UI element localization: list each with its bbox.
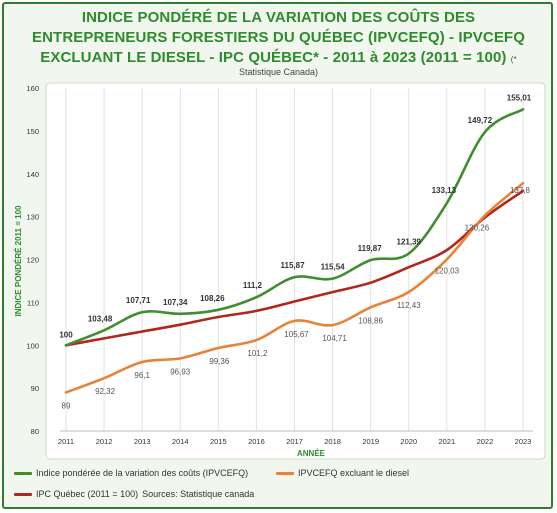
legend-item-excl-diesel: IPVCEFQ excluant le diesel [276, 468, 409, 478]
data-label-excl-diesel: 99,36 [209, 357, 230, 366]
data-label-ipvcefq: 149,72 [468, 116, 493, 125]
data-label-ipvcefq: 115,87 [280, 261, 305, 270]
x-tick-label: 2021 [438, 437, 455, 446]
y-axis: 80 90 100 110 120 130 140 150 160 [26, 84, 39, 436]
data-label-excl-diesel: 108,86 [358, 316, 383, 325]
x-tick-label: 2020 [400, 437, 417, 446]
y-tick-label: 120 [26, 256, 39, 265]
data-label-excl-diesel: 130,26 [465, 224, 490, 233]
y-tick-label: 130 [26, 213, 39, 222]
data-label-ipvcefq: 100 [59, 330, 73, 339]
series-line-excl-diesel [64, 181, 525, 394]
data-label-ipvcefq: 107,71 [126, 296, 151, 305]
x-tick-label: 2023 [515, 437, 532, 446]
chart-title-text: INDICE PONDÉRÉ DE LA VARIATION DES COÛTS… [32, 9, 525, 66]
chart-title: INDICE PONDÉRÉ DE LA VARIATION DES COÛTS… [20, 8, 537, 70]
data-label-excl-diesel: 105,67 [284, 330, 309, 339]
x-tick-label: 2016 [248, 437, 265, 446]
x-tick-label: 2017 [286, 437, 303, 446]
data-label-ipvcefq: 108,26 [200, 294, 225, 303]
y-tick-label: 90 [31, 384, 39, 393]
x-axis-label: ANNÉE [297, 449, 326, 458]
data-label-ipvcefq: 133,13 [432, 186, 457, 195]
data-label-ipvcefq: 121,39 [397, 238, 422, 247]
legend-item-ipvcefq: Indice pondérée de la variation des coût… [14, 468, 248, 478]
data-label-excl-diesel: 112,43 [397, 301, 421, 310]
legend-swatch-orange [276, 471, 294, 475]
y-tick-label: 100 [26, 341, 39, 350]
data-label-ipvcefq: 115,54 [321, 263, 346, 272]
data-label-excl-diesel: 89 [62, 401, 71, 410]
x-tick-label: 2013 [134, 437, 151, 446]
y-tick-label: 80 [31, 427, 39, 436]
y-tick-label: 150 [26, 127, 39, 136]
x-tick-label: 2018 [324, 437, 341, 446]
legend-label: IPVCEFQ excluant le diesel [298, 468, 410, 478]
chart-title-note: (* [510, 55, 517, 64]
series-line-ipc [64, 189, 525, 347]
series-lines [64, 108, 525, 394]
data-label-excl-diesel: 96,1 [134, 371, 150, 380]
data-labels: 100 103,48 107,71 107,34 108,26 111,2 115,87 11… [59, 93, 531, 410]
y-tick-label: 140 [26, 170, 39, 179]
data-label-excl-diesel: 96,93 [170, 367, 191, 376]
series-line-ipvcefq [64, 108, 525, 347]
y-tick-label: 110 [27, 298, 39, 307]
data-label-excl-diesel: 104,71 [322, 334, 347, 343]
source-note: Sources: Statistique canada [142, 489, 255, 499]
legend-swatch-red [14, 492, 32, 496]
data-label-ipvcefq: 107,34 [163, 298, 188, 307]
data-label-ipvcefq: 155,01 [507, 93, 532, 102]
data-label-excl-diesel: 137,8 [510, 186, 531, 195]
x-tick-label: 2012 [96, 437, 113, 446]
data-label-ipvcefq: 119,87 [358, 244, 383, 253]
legend-item-ipc: IPC Québec (2011 = 100) Sources: Statist… [14, 489, 254, 499]
data-label-excl-diesel: 120,03 [435, 266, 460, 275]
grid-lines [65, 88, 524, 431]
x-axis: 2011 2012 2013 2014 2015 2016 2017 2018 2019 2020… [58, 430, 533, 446]
x-tick-label: 2015 [210, 437, 227, 446]
x-tick-label: 2011 [58, 437, 74, 446]
data-label-excl-diesel: 92,32 [95, 387, 116, 396]
plot-panel [45, 82, 546, 460]
legend-label: Indice pondérée de la variation des coût… [36, 468, 249, 478]
chart-subtitle: Statistique Canada) [238, 67, 319, 77]
legend-swatch-green [14, 471, 32, 475]
x-tick-label: 2022 [477, 437, 494, 446]
data-label-ipvcefq: 111,2 [243, 281, 263, 290]
y-tick-label: 160 [26, 84, 39, 93]
data-label-excl-diesel: 101,2 [247, 349, 268, 358]
data-label-ipvcefq: 103,48 [88, 314, 113, 323]
x-tick-label: 2019 [362, 437, 379, 446]
x-tick-label: 2014 [172, 437, 189, 446]
y-axis-label: INDICE PONDÉRÉ 2011 = 100 [14, 205, 23, 316]
legend-label: IPC Québec (2011 = 100) [36, 489, 139, 499]
